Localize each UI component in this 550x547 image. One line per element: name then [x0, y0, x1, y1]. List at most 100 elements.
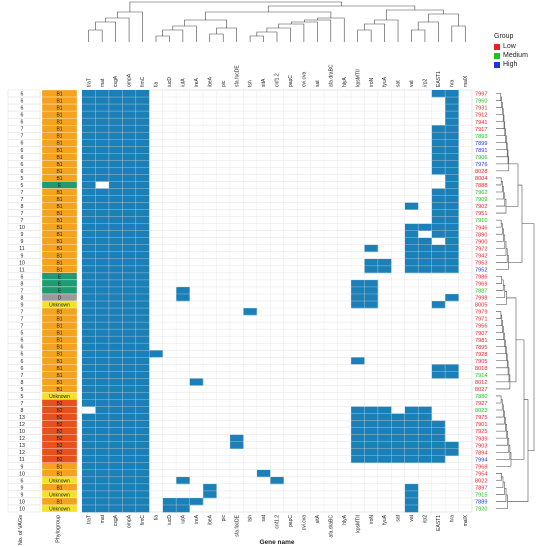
strain-id-label: 7888 [475, 183, 487, 189]
gene-present-cell [135, 483, 150, 492]
vag-count-label: 6 [21, 478, 24, 484]
column-dendrogram-link [357, 29, 372, 42]
phylogroup-label: B1 [56, 113, 62, 119]
vag-count-label: 6 [21, 352, 24, 358]
gene-present-cell [82, 195, 96, 203]
top-gene-label: hra [449, 80, 455, 87]
column-dendrogram-link [95, 21, 116, 42]
phylogroup-label: B1 [56, 310, 62, 316]
gene-present-cell [122, 392, 137, 400]
gene-present-cell [122, 336, 137, 344]
gene-present-cell [431, 146, 446, 154]
gene-present-cell [418, 251, 432, 260]
gene-present-cell [135, 343, 150, 351]
vag-count-label: 7 [21, 211, 24, 217]
gene-present-cell [445, 265, 459, 274]
gene-present-cell [122, 364, 137, 372]
bottom-gene-label: malX [463, 514, 469, 526]
column-dendrogram-link [278, 23, 305, 42]
gene-present-cell [445, 90, 459, 98]
gene-present-cell [82, 441, 96, 449]
phylogroup-label: B1 [56, 366, 62, 372]
gene-present-cell [122, 476, 137, 485]
column-dendrogram-link [451, 25, 466, 42]
strain-id-label: 7928 [475, 352, 487, 358]
vag-count-label: 6 [21, 106, 24, 112]
vag-count-label: 12 [19, 436, 25, 442]
gene-present-cell [135, 406, 150, 414]
gene-present-cell [350, 441, 365, 449]
gene-present-cell [95, 469, 110, 478]
gene-present-cell [135, 174, 150, 182]
strain-id-label: 7939 [475, 436, 487, 442]
gene-present-cell [162, 497, 177, 506]
column-dendrogram-link [105, 17, 130, 42]
gene-present-cell [108, 265, 123, 274]
gene-present-cell [364, 265, 379, 274]
row-dendrogram-link [496, 93, 502, 101]
gene-present-cell [350, 406, 365, 414]
gene-present-cell [122, 371, 137, 379]
gene-present-cell [82, 371, 96, 379]
legend-label: Low [503, 43, 516, 50]
gene-present-cell [135, 146, 150, 154]
top-gene-label: fimC [140, 76, 146, 87]
vag-count-cell [7, 335, 41, 344]
gene-present-cell [82, 286, 96, 295]
gene-present-cell [135, 392, 150, 400]
gene-present-cell [82, 399, 96, 407]
gene-present-cell [108, 111, 123, 119]
gene-present-cell [445, 132, 459, 140]
gene-present-cell [149, 350, 163, 358]
gene-present-cell [82, 216, 96, 224]
gene-present-cell [445, 181, 459, 189]
gene-present-cell [391, 455, 406, 464]
gene-present-cell [364, 244, 379, 253]
vag-count-label: 10 [19, 471, 25, 477]
gene-present-cell [108, 476, 123, 485]
gene-present-cell [108, 469, 123, 478]
gene-present-cell [82, 336, 96, 344]
gene-present-cell [135, 160, 150, 168]
gene-present-cell [95, 146, 110, 154]
vag-count-label: 7 [21, 127, 24, 133]
row-dendrogram-link [496, 108, 504, 122]
strain-id-label: 7903 [475, 443, 487, 449]
vag-count-label: 7 [21, 401, 24, 407]
gene-present-cell [82, 251, 96, 260]
vag-count-label: 6 [21, 274, 24, 280]
gene-present-cell [82, 350, 96, 358]
row-dendrogram-link [496, 219, 502, 228]
vag-count-cell [7, 110, 41, 119]
gene-present-cell [350, 427, 365, 435]
vag-count-cell [7, 350, 41, 358]
strain-id-label: 7972 [475, 246, 487, 252]
vag-count-label: 6 [21, 120, 24, 126]
vag-count-label: 5 [21, 387, 24, 393]
gene-present-cell [108, 441, 123, 449]
gene-present-cell [431, 258, 446, 267]
column-dendrogram-link [155, 35, 170, 42]
gene-present-cell [95, 483, 110, 492]
phylogroup-label: B1 [56, 218, 62, 224]
vag-count-cell [7, 483, 41, 492]
gene-present-cell [95, 329, 110, 337]
gene-present-cell [95, 364, 110, 372]
gene-present-cell [445, 111, 459, 119]
group-legend: Group Low Medium High [494, 33, 528, 69]
gene-present-cell [108, 413, 123, 421]
gene-present-cell [350, 455, 365, 464]
gene-present-cell [122, 378, 137, 386]
phylogroup-label: B1 [56, 148, 62, 154]
gene-present-cell [108, 286, 123, 295]
strain-id-label: 7899 [475, 141, 487, 147]
gene-present-cell [95, 490, 110, 499]
legend-label: Medium [503, 52, 528, 59]
gene-present-cell [82, 322, 96, 330]
gene-present-cell [108, 315, 123, 323]
gene-present-cell [431, 132, 446, 140]
strain-id-label: 8028 [475, 169, 487, 175]
gene-present-cell [445, 258, 459, 267]
vag-count-cell [7, 321, 41, 330]
phylogroup-label: B1 [56, 190, 62, 196]
